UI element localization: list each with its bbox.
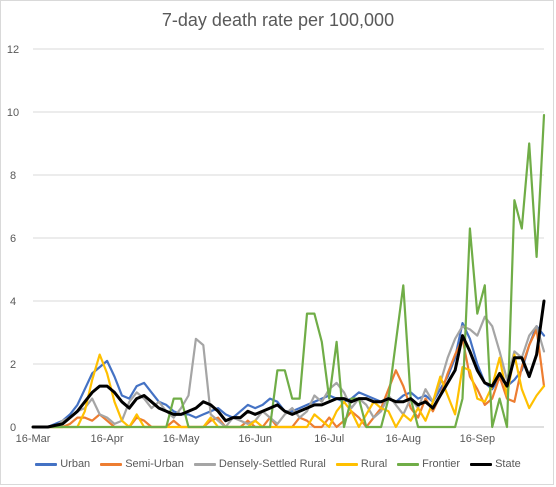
series-line-rural <box>31 353 546 429</box>
legend-item: Semi-Urban <box>100 458 184 470</box>
x-tick-label: 16-Jul <box>314 433 344 445</box>
legend-swatch <box>193 462 216 466</box>
legend-item: Densely-Settled Rural <box>193 458 326 470</box>
legend-label: Rural <box>360 458 388 470</box>
x-tick-label: 16-Mar <box>16 433 51 445</box>
x-tick-label: 16-Sep <box>460 433 495 445</box>
legend-swatch <box>397 462 420 466</box>
legend-swatch <box>100 462 123 466</box>
legend-label: Urban <box>60 458 91 470</box>
series-line-frontier <box>31 113 546 429</box>
x-tick-label: 16-Aug <box>386 433 421 445</box>
legend-item: Urban <box>35 458 90 470</box>
x-tick-label: 16-May <box>163 433 200 445</box>
y-tick-label: 6 <box>10 233 16 245</box>
legend-label: Densely-Settled Rural <box>218 458 326 470</box>
y-tick-label: 4 <box>10 296 16 308</box>
chart-legend: Urban Semi-Urban Densely-Settled Rural Rura… <box>0 458 556 470</box>
y-tick-label: 8 <box>10 170 16 182</box>
legend-label: Frontier <box>422 458 461 470</box>
x-tick-label: 16-Apr <box>91 433 124 445</box>
legend-swatch <box>335 462 358 466</box>
legend-swatch <box>35 462 58 466</box>
chart-title: 7-day death rate per 100,000 <box>161 10 395 30</box>
legend-swatch <box>470 462 493 466</box>
legend-item: Frontier <box>397 458 460 470</box>
legend-item: Rural <box>335 458 388 470</box>
y-tick-label: 0 <box>10 422 16 434</box>
y-tick-label: 12 <box>7 44 19 56</box>
legend-label: State <box>495 458 521 470</box>
x-tick-label: 16-Jun <box>238 433 272 445</box>
y-tick-label: 10 <box>7 107 19 119</box>
legend-label: Semi-Urban <box>125 458 184 470</box>
legend-item: State <box>470 458 521 470</box>
y-tick-label: 2 <box>10 359 16 371</box>
series-line-state <box>31 299 546 429</box>
